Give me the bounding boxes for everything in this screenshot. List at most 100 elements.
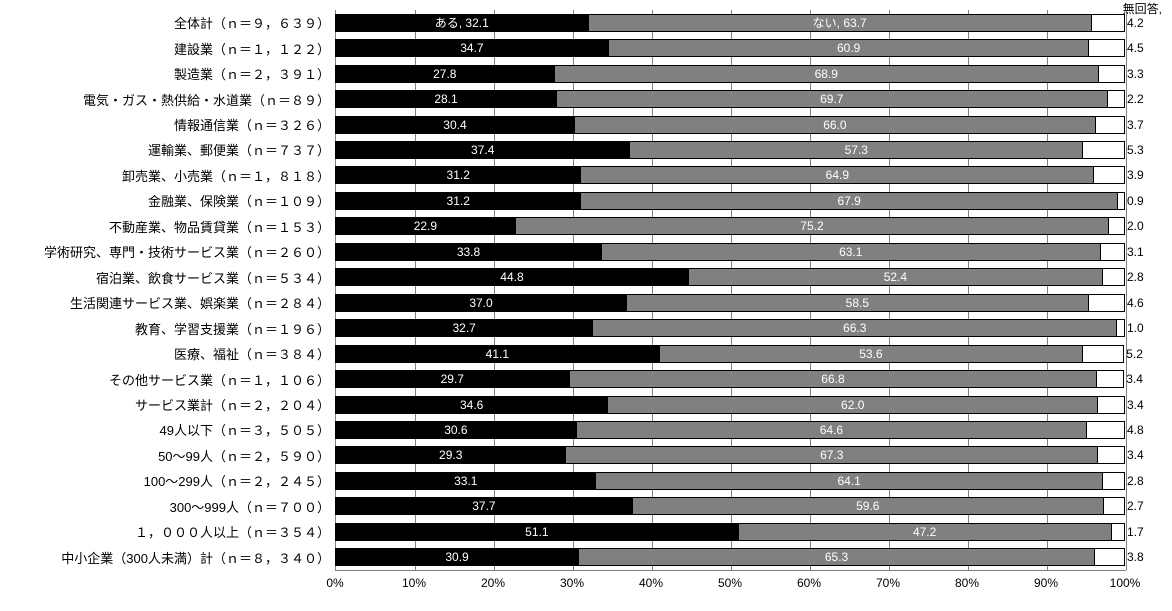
bar: 31.267.90.9 (335, 192, 1125, 210)
segment-nai-value: 67.3 (820, 448, 843, 462)
x-axis: 0%10%20%30%40%50%60%70%80%90%100% (335, 572, 1125, 592)
row-label: 製造業（ｎ＝２，３９１） (0, 64, 335, 83)
segment-aru-value: 31.2 (447, 168, 470, 182)
segment-noresponse-value: 3.7 (1124, 118, 1144, 132)
segment-noresponse-value: 3.4 (1124, 448, 1144, 462)
segment-nai-value: 75.2 (800, 219, 823, 233)
segment-aru: 31.2 (335, 192, 581, 210)
row-label: サービス業計（ｎ＝２，２０４） (0, 395, 335, 414)
x-tick-label: 20% (481, 576, 505, 590)
bar: 29.766.83.4 (335, 370, 1125, 388)
bar: 37.759.62.7 (335, 497, 1125, 515)
segment-noresponse: 3.4 (1098, 396, 1125, 414)
row-label: 学術研究、専門・技術サービス業（ｎ＝２６０） (0, 242, 335, 261)
row-label: その他サービス業（ｎ＝１，１０６） (0, 370, 335, 389)
x-tick-label: 30% (560, 576, 584, 590)
segment-noresponse: 2.8 (1103, 268, 1125, 286)
table-row: 金融業、保険業（ｎ＝１０９）31.267.90.9 (0, 188, 1125, 213)
bar: 34.662.03.4 (335, 396, 1125, 414)
table-row: １，０００人以上（ｎ＝３５４）51.147.21.7 (0, 519, 1125, 544)
x-tick-label: 10% (402, 576, 426, 590)
table-row: 建設業（ｎ＝１，１２２）34.760.94.5 (0, 35, 1125, 60)
segment-nai: 64.6 (577, 421, 1087, 439)
segment-nai-value: 47.2 (913, 525, 936, 539)
bar: 31.2 64.9 3.9 (335, 166, 1125, 184)
segment-aru-value: 41.1 (486, 347, 509, 361)
row-label: 運輸業、郵便業（ｎ＝７３７） (0, 140, 335, 159)
segment-noresponse: 4.6 (1089, 294, 1125, 312)
segment-aru: 27.8 (335, 65, 555, 83)
segment-nai-value: 60.9 (837, 41, 860, 55)
row-label: 生活関連サービス業、娯楽業（ｎ＝２８４） (0, 293, 335, 312)
row-label: 300～999人（ｎ＝７００） (0, 497, 335, 516)
segment-aru: 22.9 (335, 217, 516, 235)
segment-noresponse-value: 4.8 (1124, 423, 1144, 437)
segment-noresponse: 5.3 (1083, 141, 1125, 159)
row-label: 金融業、保険業（ｎ＝１０９） (0, 191, 335, 210)
x-tick-label: 70% (876, 576, 900, 590)
segment-nai-value: 68.9 (815, 67, 838, 81)
segment-nai: 60.9 (609, 39, 1090, 57)
segment-nai-value: 57.3 (845, 143, 868, 157)
table-row: 100～299人（ｎ＝２，２４５）33.164.12.8 (0, 468, 1125, 493)
segment-noresponse: 4.8 (1087, 421, 1125, 439)
bar: ある, 32.1ない, 63.74.2 (335, 14, 1125, 32)
row-label: 50～99人（ｎ＝２，５９０） (0, 446, 335, 465)
segment-aru: 33.1 (335, 472, 596, 490)
segment-aru: 44.8 (335, 268, 689, 286)
segment-noresponse-value: 4.5 (1124, 41, 1144, 55)
segment-nai-value: 53.6 (859, 347, 882, 361)
bar: 33.863.13.1 (335, 243, 1125, 261)
segment-aru: ある, 32.1 (335, 14, 589, 32)
table-row: 不動産業、物品賃貸業（ｎ＝１５３）22.975.22.0 (0, 214, 1125, 239)
segment-noresponse-value: 4.2 (1124, 16, 1144, 30)
table-row: 教育、学習支援業（ｎ＝１９６）32.766.31.0 (0, 315, 1125, 340)
legend-noresponse: 無回答, (1123, 0, 1162, 17)
segment-noresponse-value: 4.6 (1124, 296, 1144, 310)
segment-aru: 41.1 (335, 345, 660, 363)
bar: 28.169.72.2 (335, 90, 1125, 108)
segment-aru: 32.7 (335, 319, 593, 337)
segment-noresponse: 3.9 (1094, 166, 1125, 184)
segment-aru: 51.1 (335, 523, 739, 541)
row-label: 不動産業、物品賃貸業（ｎ＝１５３） (0, 217, 335, 236)
x-tick-label: 80% (955, 576, 979, 590)
segment-aru: 33.8 (335, 243, 602, 261)
segment-noresponse-value: 0.9 (1124, 194, 1144, 208)
bar: 41.1 53.6 5.2 (335, 345, 1125, 363)
segment-nai-value: 64.9 (826, 168, 849, 182)
segment-aru-value: 32.7 (452, 321, 475, 335)
segment-noresponse: 3.7 (1096, 116, 1125, 134)
segment-nai-value: 64.1 (837, 474, 860, 488)
segment-aru: 30.9 (335, 548, 579, 566)
segment-nai-value: 67.9 (837, 194, 860, 208)
segment-nai-value: 64.6 (820, 423, 843, 437)
segment-noresponse-value: 1.7 (1124, 525, 1144, 539)
segment-nai-value: 62.0 (841, 398, 864, 412)
segment-aru: 28.1 (335, 90, 557, 108)
segment-noresponse-value: 2.2 (1124, 92, 1144, 106)
segment-nai: 63.1 (602, 243, 1100, 261)
table-row: 電気・ガス・熱供給・水道業（ｎ＝８９）28.169.72.2 (0, 86, 1125, 111)
segment-aru-value: 51.1 (525, 525, 548, 539)
segment-nai-value: 66.3 (843, 321, 866, 335)
segment-nai: 68.9 (555, 65, 1099, 83)
segment-nai-value: 66.8 (821, 372, 844, 386)
segment-aru-value: 29.7 (441, 372, 464, 386)
segment-aru-value: 28.1 (434, 92, 457, 106)
segment-noresponse-value: 2.8 (1124, 474, 1144, 488)
segment-aru-value: 37.7 (472, 499, 495, 513)
segment-noresponse: 2.2 (1108, 90, 1125, 108)
segment-noresponse-value: 3.4 (1123, 372, 1143, 386)
row-label: 医療、福祉（ｎ＝３８４） (0, 344, 335, 363)
segment-nai-value: 58.5 (846, 296, 869, 310)
segment-nai: 75.2 (516, 217, 1109, 235)
segment-aru-value: 30.9 (445, 550, 468, 564)
segment-aru-value: 33.8 (457, 245, 480, 259)
segment-noresponse: 5.2 (1083, 345, 1124, 363)
segment-aru: 29.3 (335, 446, 566, 464)
segment-aru-value: 37.4 (471, 143, 494, 157)
row-label: 建設業（ｎ＝１，１２２） (0, 39, 335, 58)
table-row: サービス業計（ｎ＝２，２０４）34.662.03.4 (0, 392, 1125, 417)
x-tick-label: 0% (326, 576, 343, 590)
